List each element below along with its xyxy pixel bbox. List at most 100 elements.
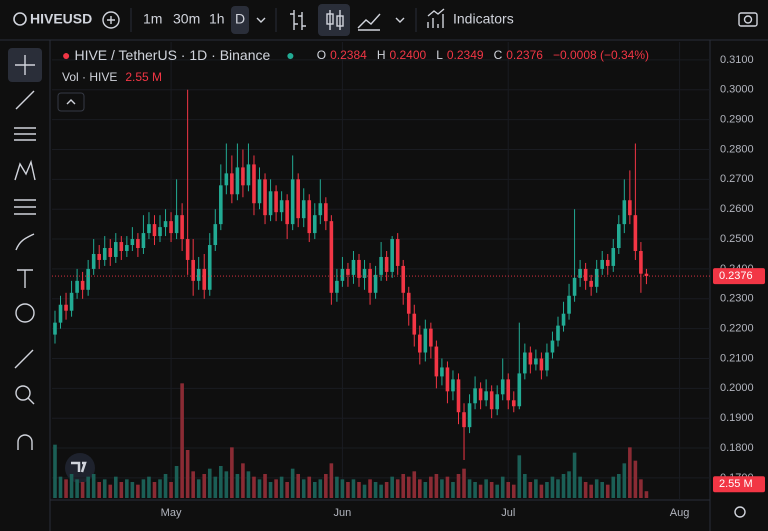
crosshair-tool[interactable]: [15, 55, 35, 75]
candle-body: [639, 250, 643, 274]
candle-body: [163, 221, 168, 228]
volume-bar: [583, 482, 588, 498]
volume-bar: [467, 479, 472, 498]
volume-bar: [268, 482, 273, 498]
volume-bar: [611, 476, 616, 498]
brush-tool[interactable]: [15, 233, 35, 251]
candle-body: [125, 245, 129, 251]
candle-body: [180, 215, 184, 240]
chevron[interactable]: [256, 17, 266, 23]
candle-body: [191, 259, 195, 281]
add-symbol[interactable]: [102, 11, 120, 29]
candle-body: [390, 239, 394, 272]
interval[interactable]: 1m: [143, 11, 162, 27]
volume-legend: Vol · HIVE 2.55 M: [62, 70, 162, 84]
volume-bar: [312, 482, 317, 498]
chevron[interactable]: [395, 17, 405, 23]
y-tick-label: 0.2900: [720, 114, 754, 126]
candle-body: [158, 227, 162, 237]
area-icon[interactable]: [357, 13, 381, 31]
volume-bar: [58, 476, 63, 498]
candle-body: [644, 273, 649, 277]
search-icon[interactable]: [13, 12, 27, 26]
ohlc-key: O: [316, 48, 327, 62]
camera-icon[interactable]: [738, 12, 758, 27]
settings-icon[interactable]: [734, 506, 746, 518]
volume-bar: [384, 482, 389, 498]
candle-body: [351, 259, 356, 275]
interval[interactable]: 30m: [173, 11, 200, 27]
volume-bar: [511, 484, 516, 498]
volume-bar: [191, 471, 195, 498]
candle-body: [528, 352, 533, 365]
volume-bar: [528, 482, 533, 498]
emoji-tool[interactable]: [15, 303, 35, 323]
volume-bar: [75, 479, 79, 498]
candle-body: [412, 313, 417, 335]
x-tick-label: Jul: [501, 507, 515, 519]
candle-body: [362, 268, 367, 278]
ruler-tool[interactable]: [14, 349, 34, 369]
magnet-tool[interactable]: [17, 434, 33, 450]
volume-bar: [506, 482, 511, 498]
candle-body: [462, 412, 466, 428]
volume-bar: [418, 479, 422, 498]
trendline-tool[interactable]: [15, 90, 35, 110]
volume-bar: [644, 491, 649, 498]
candle-body: [213, 224, 218, 246]
interval[interactable]: 1h: [209, 11, 225, 27]
volume-bar: [351, 479, 356, 498]
volume-bar: [633, 460, 638, 498]
symbol[interactable]: HIVEUSD: [30, 11, 92, 27]
y-tick-label: 0.1800: [720, 442, 754, 454]
volume-bar: [346, 482, 350, 498]
candle-body: [473, 388, 477, 404]
candle-body: [572, 277, 577, 296]
candle-body: [246, 164, 251, 186]
volume-bar: [196, 479, 201, 498]
candle-body: [141, 233, 146, 249]
projection-tool[interactable]: [14, 199, 36, 215]
volume-bar: [301, 479, 306, 498]
zoom-tool[interactable]: [15, 385, 31, 401]
volume-bar: [534, 479, 538, 498]
candle-body: [252, 164, 256, 204]
candle-body: [235, 167, 240, 195]
volume-bar: [296, 474, 300, 498]
volume-bar: [324, 474, 328, 498]
indicators[interactable]: Indicators: [453, 11, 514, 27]
candle-body: [368, 268, 372, 293]
zoom-tool: [27, 397, 35, 405]
bars-icon[interactable]: [290, 10, 306, 30]
volume-bar: [567, 471, 571, 498]
ohlc-value: 0.2384: [330, 48, 367, 62]
candle-body: [263, 179, 267, 216]
candle-body: [207, 245, 212, 290]
collapse-btn[interactable]: [57, 92, 85, 112]
y-tick-label: 0.2600: [720, 203, 754, 215]
candle-body: [307, 200, 312, 234]
pattern-tool[interactable]: [14, 159, 36, 181]
active-interval-bg: [231, 6, 249, 34]
chart-title: HIVE / TetherUS · 1D · Binance: [74, 47, 271, 63]
text-tool[interactable]: [17, 269, 33, 288]
volume-bar: [125, 479, 129, 498]
volume-bar: [152, 482, 157, 498]
volume-bar: [390, 476, 394, 498]
candle-body: [152, 224, 157, 237]
candle-body: [86, 268, 90, 290]
volume-bar: [91, 474, 96, 498]
volume-value: 2.55 M: [125, 70, 163, 84]
fib-tool[interactable]: [14, 127, 36, 141]
volume-bar: [523, 474, 527, 498]
volume-bar: [440, 479, 444, 498]
y-tick-label: 0.2100: [720, 352, 754, 364]
indicators-icon[interactable]: [427, 8, 445, 28]
candle-body: [102, 248, 107, 260]
interval[interactable]: D: [235, 11, 245, 27]
candle-body: [97, 253, 102, 260]
candle-body: [346, 268, 350, 275]
y-tick-label: 0.2200: [720, 323, 754, 335]
candle-body: [69, 292, 74, 311]
